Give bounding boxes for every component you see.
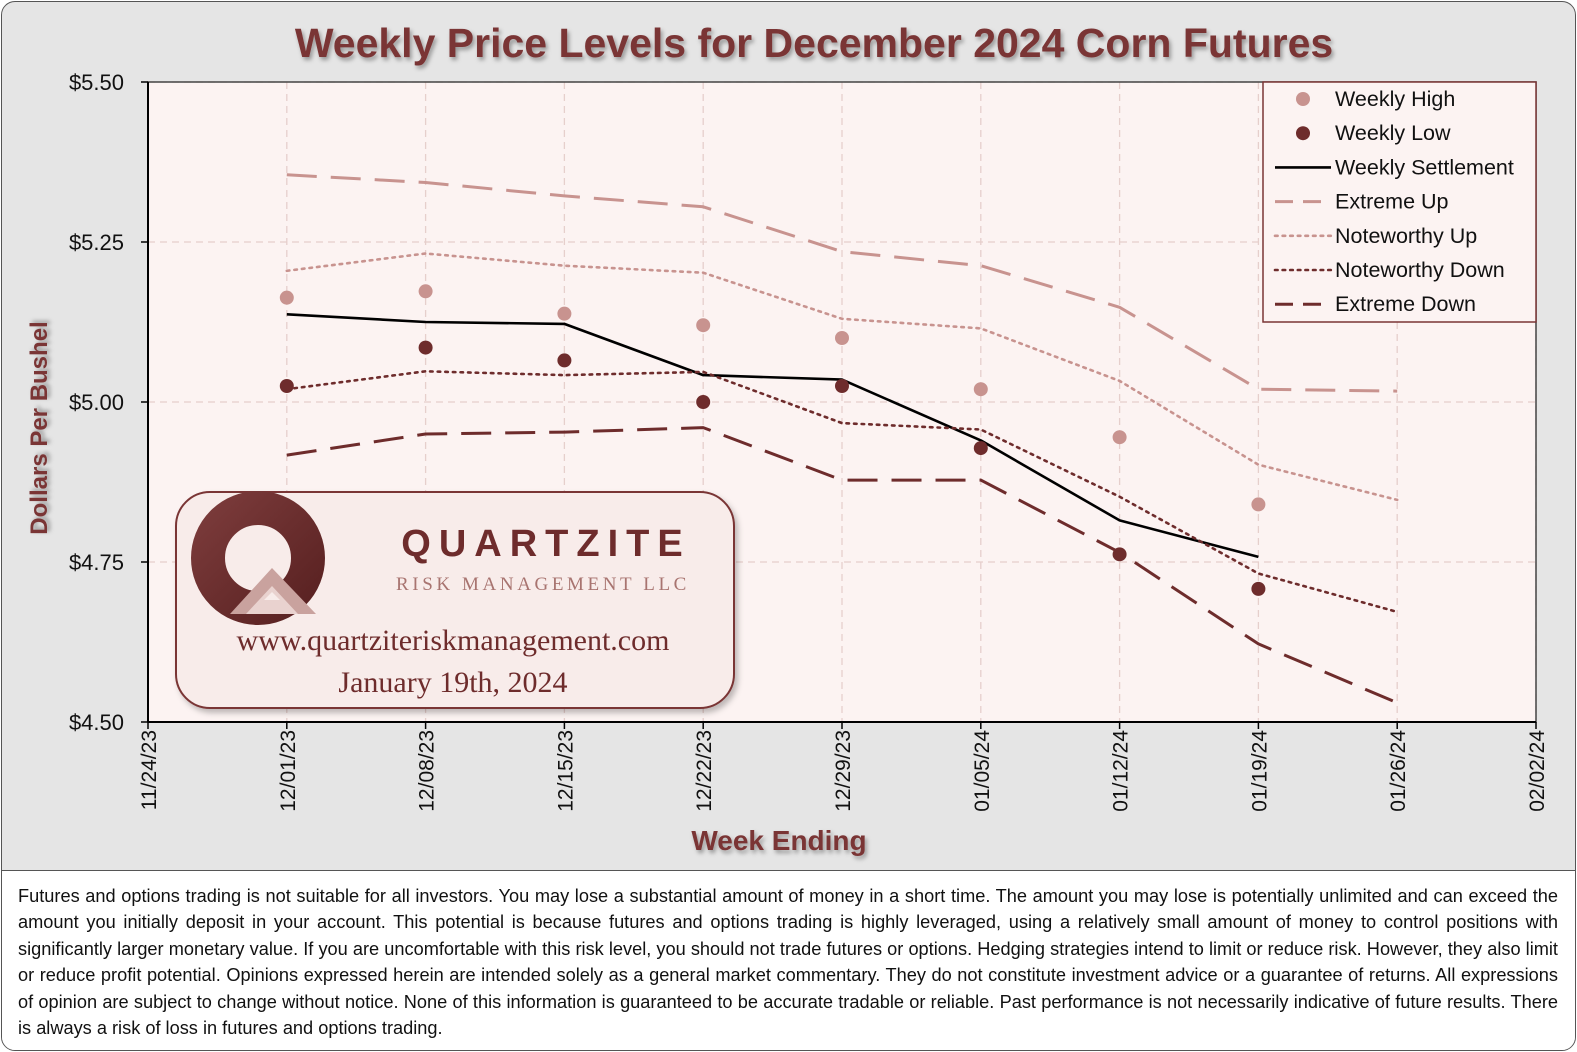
weekly-low-point	[973, 441, 988, 456]
legend-label-weekly-high: Weekly High	[1335, 87, 1455, 111]
weekly-low-point	[279, 379, 294, 393]
quartzite-ring-icon	[191, 491, 325, 625]
x-tick-label: 01/19/24	[1248, 730, 1271, 812]
weekly-low-point	[696, 395, 711, 409]
weekly-settlement-line	[286, 313, 1259, 559]
y-tick-label: $4.75	[69, 550, 124, 575]
extreme-up-line	[286, 173, 1398, 393]
x-axis-label: Week Ending	[691, 825, 866, 856]
weekly-high-point	[418, 284, 433, 299]
x-tick-label: 01/12/24	[1110, 730, 1133, 812]
x-tick-label: 01/05/24	[971, 730, 994, 812]
legend-label-weekly-settlement: Weekly Settlement	[1335, 155, 1514, 179]
weekly-low-point	[557, 353, 572, 368]
legend-label-extreme-down: Extreme Down	[1335, 292, 1476, 316]
legend: Weekly High Weekly Low Weekly Settlement Ex…	[1262, 81, 1537, 323]
y-tick-label: $5.25	[69, 230, 124, 255]
y-axis-label: Dollars Per Bushel	[26, 321, 53, 534]
weekly-high-point	[1251, 497, 1266, 512]
y-tick-label: $4.50	[69, 710, 124, 735]
weekly-high-point	[1112, 430, 1127, 445]
disclaimer-panel: Futures and options trading is not suita…	[2, 870, 1575, 1050]
legend-label-noteworthy-up: Noteworthy Up	[1335, 224, 1477, 248]
legend-marker-weekly-low	[1296, 126, 1310, 141]
weekly-high-point	[696, 318, 711, 333]
weekly-high-point	[973, 382, 988, 397]
x-tick-label: 12/08/23	[416, 730, 439, 812]
price-chart: Weekly Price Levels for December 2024 Co…	[26, 20, 1549, 856]
quartzite-logo-box: QUARTZITE RISK MANAGEMENT LLC www.quartz…	[175, 491, 735, 709]
y-tick-label: $5.50	[69, 70, 124, 95]
weekly-low-point	[1112, 547, 1127, 562]
y-tick-labels: $4.50 $4.75 $5.00 $5.25 $5.50	[69, 70, 148, 735]
legend-label-extreme-up: Extreme Up	[1335, 190, 1449, 214]
logo-website[interactable]: www.quartziteriskmanagement.com	[237, 624, 670, 657]
x-tick-label: 12/15/23	[554, 730, 577, 812]
x-tick-label: 11/24/23	[138, 730, 161, 810]
noteworthy-down-line	[285, 370, 1399, 614]
weekly-low-point	[1251, 581, 1266, 596]
noteworthy-up-line	[285, 252, 1399, 502]
x-tick-label: 12/29/23	[832, 730, 855, 812]
legend-label-noteworthy-down: Noteworthy Down	[1335, 258, 1505, 282]
x-tick-label: 12/01/23	[277, 730, 300, 812]
data-series	[279, 173, 1399, 705]
weekly-high-point	[279, 290, 294, 305]
chart-title: Weekly Price Levels for December 2024 Co…	[295, 20, 1333, 66]
extreme-down-line	[286, 426, 1398, 705]
weekly-low-point	[418, 340, 433, 355]
weekly-high-point	[835, 331, 849, 345]
logo-name: QUARTZITE	[401, 523, 690, 565]
legend-label-weekly-low: Weekly Low	[1335, 121, 1451, 145]
legend-marker-weekly-high	[1296, 92, 1310, 106]
y-tick-label: $5.00	[69, 390, 124, 415]
weekly-low-point	[835, 379, 849, 393]
x-tick-labels: 11/24/23 12/01/23 12/08/23 12/15/23 12/22/23…	[138, 722, 1549, 812]
x-tick-label: 01/26/24	[1387, 730, 1410, 812]
x-tick-label: 02/02/24	[1526, 730, 1549, 812]
disclaimer-text: Futures and options trading is not suita…	[18, 886, 1558, 1039]
x-tick-label: 12/22/23	[693, 730, 716, 812]
logo-subtitle: RISK MANAGEMENT LLC	[396, 574, 690, 595]
logo-date: January 19th, 2024	[338, 666, 567, 699]
weekly-high-point	[557, 306, 572, 321]
